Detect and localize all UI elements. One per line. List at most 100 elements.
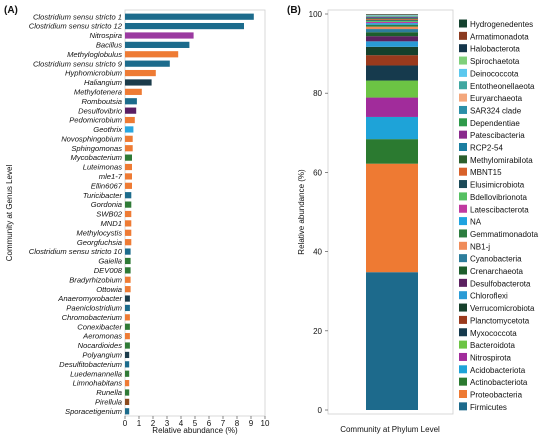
legend-label: Firmicutes — [470, 403, 507, 412]
legend-swatch — [459, 81, 467, 90]
phylum-segment — [366, 19, 418, 21]
legend-label: Nitrospirota — [470, 353, 511, 362]
genus-label: Clostridium sensu stricto 12 — [29, 22, 123, 31]
genus-label: Limnohabitans — [73, 379, 123, 388]
phylum-segment — [366, 21, 418, 24]
genus-bar — [125, 239, 132, 246]
genus-label: Chromobacterium — [62, 313, 122, 322]
genus-label: Turicibacter — [83, 191, 123, 200]
legend-swatch — [459, 31, 467, 40]
panel-b-stacked-bar — [366, 14, 418, 410]
genus-bar — [125, 257, 131, 265]
phylum-segment — [366, 80, 418, 98]
legend-swatch — [459, 291, 467, 300]
genus-bar — [125, 248, 131, 255]
genus-bar — [125, 295, 130, 302]
legend-swatch — [459, 229, 467, 238]
legend-swatch — [459, 266, 467, 275]
legend-label: Elusimicrobiota — [470, 181, 525, 190]
legend-label: Cyanobacteria — [470, 255, 522, 264]
genus-bar — [125, 88, 142, 95]
panel-b-label: (B) — [287, 5, 301, 16]
x-tick-label: 0 — [123, 419, 128, 428]
genus-bar — [125, 98, 137, 105]
genus-label: Ellin6067 — [91, 181, 123, 190]
phylum-segment — [366, 36, 418, 42]
legend-label: Entotheonellaeota — [470, 82, 535, 91]
phylum-segment — [366, 65, 418, 81]
genus-label: Desulfovibrio — [78, 106, 122, 115]
legend-label: Desulfobacterota — [470, 279, 531, 288]
panel-a-x-ticks: 0 1 2 3 4 5 6 7 8 9 10 — [123, 416, 270, 428]
genus-bar — [125, 13, 254, 20]
y-tick-label: 0 — [318, 406, 323, 415]
genus-label: Runella — [96, 388, 122, 397]
legend-swatch — [459, 93, 467, 102]
legend-swatch — [459, 377, 467, 386]
legend-label: Myxococcota — [470, 329, 517, 338]
genus-label: Hyphomicrobium — [65, 69, 122, 78]
genus-bar — [125, 333, 130, 340]
genus-label: Sporacetigenium — [65, 407, 122, 416]
genus-bar — [125, 408, 130, 415]
legend-swatch — [459, 241, 467, 250]
genus-bar — [125, 267, 131, 274]
genus-bar — [125, 380, 130, 387]
genus-label: Nocardioides — [78, 341, 123, 350]
legend-label: Euryarchaeota — [470, 94, 523, 103]
legend-label: Spirochaetota — [470, 57, 520, 66]
x-tick-label: 2 — [151, 419, 156, 428]
genus-bar — [125, 145, 133, 152]
phylum-segment — [366, 139, 418, 164]
legend-swatch — [459, 254, 467, 263]
legend-swatch — [459, 278, 467, 287]
legend-swatch — [459, 303, 467, 312]
legend-swatch — [459, 68, 467, 77]
genus-bar — [125, 163, 132, 171]
genus-label: Romboutsia — [81, 97, 122, 106]
panel-b-x-axis-title: Community at Phylum Level — [340, 425, 440, 434]
genus-label: mle1-7 — [99, 172, 123, 181]
legend-label: Deinococcota — [470, 69, 519, 78]
legend-label: Chloroflexi — [470, 292, 508, 301]
x-tick-label: 6 — [207, 419, 212, 428]
panel-a-y-axis-title: Community at Genus Level — [5, 165, 14, 262]
legend-swatch — [459, 402, 467, 411]
genus-label: Gordonia — [91, 200, 122, 209]
genus-label: Gaiella — [98, 257, 122, 266]
phylum-segment — [366, 24, 418, 27]
genus-label: Conexibacter — [77, 322, 122, 331]
legend-swatch — [459, 340, 467, 349]
legend-swatch — [459, 56, 467, 65]
genus-bar — [125, 398, 130, 406]
genus-label: Mycobacterium — [71, 153, 122, 162]
x-tick-label: 3 — [165, 419, 170, 428]
phylum-segment — [366, 46, 418, 56]
legend-label: Gemmatimonadota — [470, 230, 539, 239]
legend-swatch — [459, 130, 467, 139]
legend-label: Proteobacteria — [470, 391, 523, 400]
genus-bar — [125, 304, 130, 312]
legend-label: MBNT15 — [470, 168, 502, 177]
legend-swatch — [459, 105, 467, 114]
phylum-segment — [366, 41, 418, 47]
phylum-segment — [366, 18, 418, 20]
panel-b-y-ticks: 0 20 40 60 80 100 — [309, 10, 328, 415]
genus-bar — [125, 276, 131, 283]
legend-swatch — [459, 390, 467, 398]
genus-bar — [125, 32, 194, 39]
genus-label: Anaeromyxobacter — [57, 294, 122, 303]
genus-label: Aeromonas — [82, 332, 122, 341]
y-tick-label: 100 — [309, 10, 323, 19]
genus-bar — [125, 192, 132, 199]
genus-label: Haliangium — [84, 78, 122, 87]
phylum-segment — [366, 18, 418, 19]
legend-label: NA — [470, 218, 482, 227]
phylum-segment — [366, 29, 418, 33]
legend-label: Armatimonadota — [470, 32, 529, 41]
genus-label: Paeniclostridium — [66, 304, 122, 313]
panel-b-phylum-chart: (B) 0 20 40 60 80 100 Community at Phylum Lev… — [287, 5, 539, 434]
genus-label: Bradyrhizobium — [69, 275, 122, 284]
x-tick-label: 9 — [249, 419, 254, 428]
genus-label: Clostridium sensu stricto 10 — [29, 247, 123, 256]
